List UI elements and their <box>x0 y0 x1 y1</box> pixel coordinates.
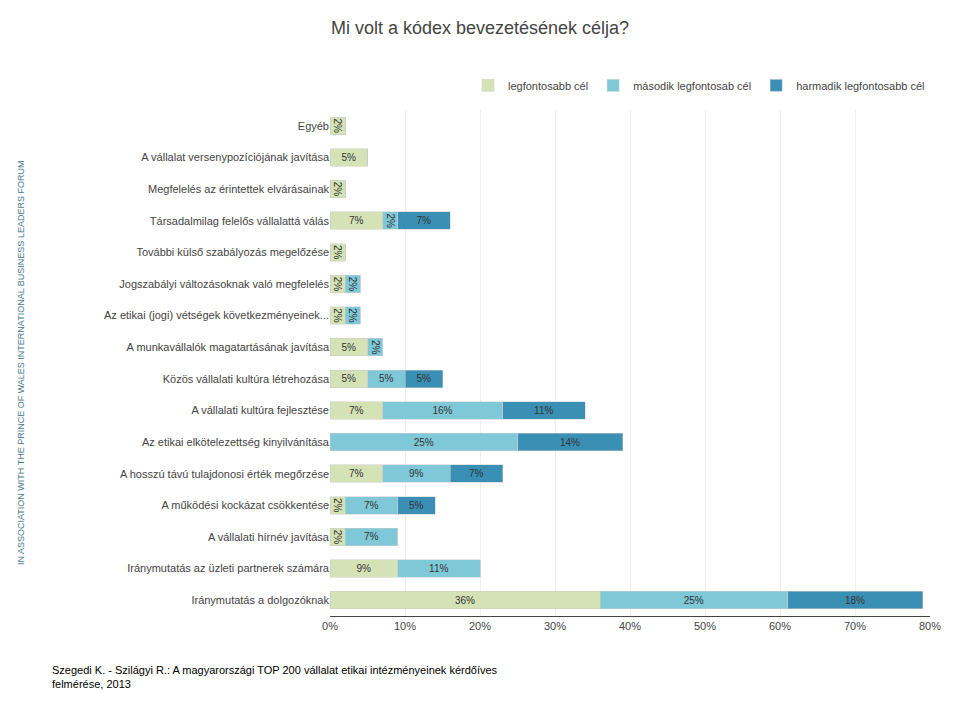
svg-text:A munkavállalók magatartásának: A munkavállalók magatartásának javítása <box>127 341 330 353</box>
svg-text:Szegedi K. - Szilágyi R.: A ma: Szegedi K. - Szilágyi R.: A magyarország… <box>52 664 498 690</box>
svg-text:80%: 80% <box>919 620 941 632</box>
svg-text:A vállalati kultúra fejlesztés: A vállalati kultúra fejlesztése <box>191 404 329 416</box>
svg-text:25%: 25% <box>414 437 434 448</box>
svg-text:7%: 7% <box>416 215 431 226</box>
svg-text:Társadalmilag felelős vállalat: Társadalmilag felelős vállalattá válás <box>150 215 330 227</box>
svg-text:Jogszabályi változásoknak való: Jogszabályi változásoknak való megfelelé… <box>119 278 329 290</box>
svg-text:7%: 7% <box>364 500 379 511</box>
svg-text:50%: 50% <box>694 620 716 632</box>
svg-text:második legfontosab cél: második legfontosab cél <box>633 80 751 92</box>
svg-text:legfontosabb cél: legfontosabb cél <box>508 80 588 92</box>
svg-text:5%: 5% <box>341 342 356 353</box>
svg-text:60%: 60% <box>769 620 791 632</box>
svg-text:7%: 7% <box>349 215 364 226</box>
svg-text:7%: 7% <box>349 405 364 416</box>
svg-text:2%: 2% <box>347 308 358 323</box>
svg-text:A hosszú távú tulajdonosi érté: A hosszú távú tulajdonosi érték megőrzés… <box>120 468 329 480</box>
svg-text:2%: 2% <box>385 213 396 228</box>
svg-text:2%: 2% <box>347 277 358 292</box>
svg-text:A vállalat versenypozíciójának: A vállalat versenypozíciójának javítása <box>141 151 330 163</box>
svg-text:5%: 5% <box>341 373 356 384</box>
svg-text:20%: 20% <box>469 620 491 632</box>
svg-text:2%: 2% <box>332 498 343 513</box>
svg-text:11%: 11% <box>429 563 448 574</box>
svg-text:2%: 2% <box>370 340 381 355</box>
svg-text:40%: 40% <box>619 620 641 632</box>
svg-text:2%: 2% <box>332 530 343 545</box>
svg-text:harmadik legfontosabb cél: harmadik legfontosabb cél <box>796 80 924 92</box>
svg-text:9%: 9% <box>356 563 371 574</box>
svg-text:36%: 36% <box>455 595 475 606</box>
svg-text:Egyéb: Egyéb <box>298 120 329 132</box>
svg-text:2%: 2% <box>332 308 343 323</box>
svg-text:9%: 9% <box>409 468 424 479</box>
svg-text:7%: 7% <box>469 468 484 479</box>
svg-text:2%: 2% <box>332 277 343 292</box>
svg-text:A vállalati hírnév javítása: A vállalati hírnév javítása <box>208 531 330 543</box>
svg-text:Iránymutatás az üzleti partner: Iránymutatás az üzleti partnerek számára <box>127 562 330 574</box>
svg-text:10%: 10% <box>394 620 416 632</box>
svg-text:2%: 2% <box>332 119 343 134</box>
svg-text:70%: 70% <box>844 620 866 632</box>
svg-text:5%: 5% <box>409 500 424 511</box>
svg-text:A működési kockázat csökkentés: A működési kockázat csökkentése <box>161 499 329 511</box>
svg-text:Az etikai elkötelezettség kiny: Az etikai elkötelezettség kinyilvánítása <box>142 436 330 448</box>
svg-text:Az etikai (jogi) vétségek köve: Az etikai (jogi) vétségek következményei… <box>104 309 329 321</box>
svg-text:Mi volt a kódex bevezetésének: Mi volt a kódex bevezetésének célja? <box>331 18 629 38</box>
svg-text:5%: 5% <box>416 373 431 384</box>
svg-text:16%: 16% <box>432 405 452 416</box>
svg-text:7%: 7% <box>364 531 379 542</box>
svg-text:Megfelelés az érintettek elvár: Megfelelés az érintettek elvárásainak <box>148 183 329 195</box>
svg-text:18%: 18% <box>845 595 865 606</box>
svg-text:Közös vállalati kultúra létreh: Közös vállalati kultúra létrehozása <box>163 373 330 385</box>
svg-text:25%: 25% <box>684 595 704 606</box>
svg-text:2%: 2% <box>332 182 343 197</box>
svg-text:Iránymutatás a dolgozóknak: Iránymutatás a dolgozóknak <box>191 594 329 606</box>
svg-text:5%: 5% <box>379 373 394 384</box>
svg-text:7%: 7% <box>349 468 364 479</box>
svg-text:5%: 5% <box>341 152 356 163</box>
svg-text:30%: 30% <box>544 620 566 632</box>
svg-text:11%: 11% <box>534 405 553 416</box>
svg-text:0%: 0% <box>322 620 338 632</box>
svg-text:2%: 2% <box>332 245 343 260</box>
svg-text:IN ASSOCIATION WITH THE PRINCE: IN ASSOCIATION WITH THE PRINCE OF WALES … <box>16 161 26 565</box>
svg-text:További külső szabályozás mege: További külső szabályozás megelőzése <box>136 246 329 258</box>
svg-text:14%: 14% <box>560 437 580 448</box>
